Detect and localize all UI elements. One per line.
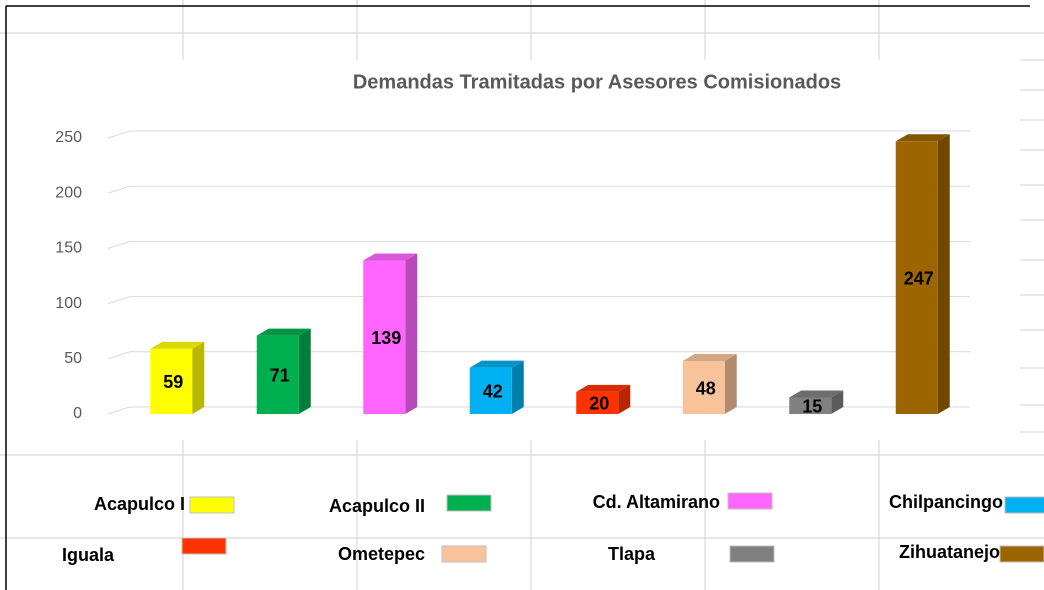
y-tick-label: 250 (55, 129, 82, 146)
bar-side (298, 328, 311, 414)
bar (150, 348, 193, 414)
bar-side (405, 253, 418, 414)
legend-swatch (1004, 496, 1044, 514)
bar (895, 141, 938, 414)
legend-label: Tlapa (608, 544, 656, 564)
legend-swatch (999, 545, 1044, 563)
bar (682, 361, 725, 414)
y-tick-label: 100 (55, 295, 82, 312)
legend-swatch (729, 545, 775, 563)
bar-top (789, 390, 844, 398)
bar (256, 335, 299, 414)
y-tick-label: 50 (64, 350, 82, 367)
grid-line (107, 130, 131, 139)
data-label: 59 (163, 372, 183, 392)
bar-side (831, 390, 844, 414)
legend-swatch (181, 537, 227, 555)
legend-label: Cd. Altamirano (593, 492, 720, 512)
grid-line (107, 240, 131, 249)
legend-label: Ometepec (338, 544, 425, 564)
bar-side (618, 384, 631, 414)
bar-side (511, 360, 524, 414)
bar (469, 367, 512, 414)
bar-top (576, 384, 631, 392)
grid-line (107, 351, 131, 360)
bar-side (937, 134, 950, 414)
y-tick-label: 0 (73, 405, 82, 422)
grid-line (107, 185, 131, 194)
bar-top (469, 360, 524, 368)
data-label: 48 (696, 378, 716, 398)
y-tick-label: 150 (55, 240, 82, 257)
data-label: 71 (270, 366, 290, 386)
bar-top (895, 134, 950, 142)
data-label: 139 (371, 328, 401, 348)
data-label: 20 (589, 394, 609, 414)
legend-label: Iguala (62, 545, 115, 565)
bar-top (150, 341, 205, 349)
bar (789, 397, 832, 414)
data-label: 15 (802, 396, 822, 416)
chart-title: Demandas Tramitadas por Asesores Comisio… (353, 71, 841, 93)
legend-swatch (189, 496, 235, 514)
bar-top (363, 253, 418, 261)
data-label: 42 (483, 382, 503, 402)
bar-side (192, 341, 205, 414)
grid-line (107, 296, 131, 305)
legend-label: Acapulco I (94, 494, 185, 514)
y-tick-label: 200 (55, 184, 82, 201)
bar-side (724, 354, 737, 414)
bar (576, 391, 619, 414)
bar-top (256, 328, 311, 336)
legend-label: Chilpancingo (889, 492, 1003, 512)
bar (363, 260, 406, 414)
legend-swatch (441, 545, 487, 563)
bar-top (682, 354, 737, 362)
grid-line (107, 406, 131, 415)
legend-label: Zihuatanejo (899, 542, 1000, 562)
legend-swatch (446, 494, 492, 512)
legend-swatch (727, 492, 773, 510)
legend-label: Acapulco II (329, 496, 425, 516)
data-label: 247 (904, 268, 934, 288)
